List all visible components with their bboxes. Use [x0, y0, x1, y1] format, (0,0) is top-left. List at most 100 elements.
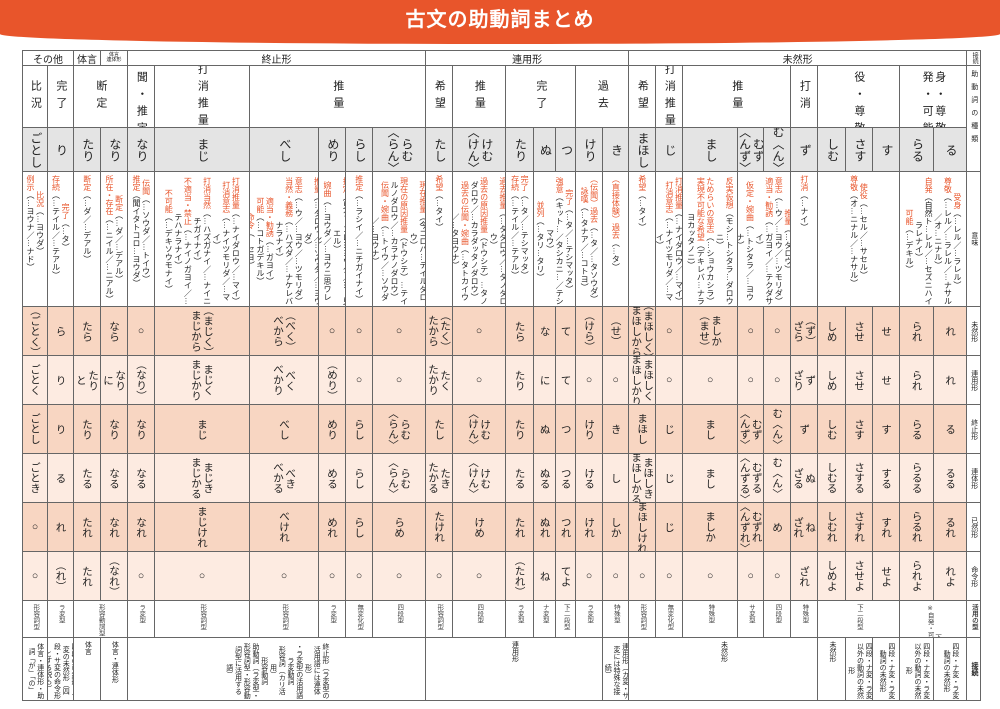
conjugation-type-cell-text: 特殊型 [706, 604, 714, 624]
conjugation-type-cell: 下二段型 [555, 600, 577, 638]
conjugation-cell: め [763, 502, 792, 552]
meaning-gloss: （ドウシテ）…タノダロウ／…カラダッタノダロウ） [470, 180, 489, 305]
conjugation-cell: ○ [655, 355, 684, 405]
conjugation-cell: ましか [682, 502, 739, 552]
conjugation-cell-text: なる [108, 467, 121, 489]
conjugation-cell: ざれ [790, 551, 819, 601]
meaning-term: 打消推量 [231, 176, 241, 209]
conjugation-cell-text: られ [910, 369, 923, 391]
conjugation-cell-text: しめ [825, 369, 838, 391]
conjugation-cell-text: ○ [609, 374, 622, 386]
auxiliary-name-text: ず [798, 143, 812, 156]
conjugation-cell: ぬ ざる [790, 453, 819, 503]
meaning-gloss: （…トイウ／…ソウダ／…ヨウナ） [373, 216, 390, 301]
meaning-term: 強意 [555, 176, 565, 193]
meaning-term: （直接体験）過去 [611, 175, 621, 239]
conjugation-cell: なら [100, 306, 128, 356]
meaning-term: 可能 [255, 196, 265, 213]
conjugation-cell: むず 〈んず〉 [737, 404, 765, 454]
conjugation-cell-text: じ [663, 472, 676, 484]
conjugation-cell-text: る [944, 423, 957, 435]
conjugation-cell: しか [602, 502, 630, 552]
conjugation-cell: むずる 〈んずる〉 [737, 453, 765, 503]
conjugation-cell: まじ [154, 404, 250, 454]
conjugation-cell: き [602, 404, 630, 454]
meaning-term: 推量 [783, 208, 791, 225]
meaning-gloss: （…コトガデキル） [255, 212, 265, 285]
conjugation-cell: ○ [345, 551, 373, 601]
conjugation-cell: れ [933, 306, 968, 356]
meaning-term: 伝聞・婉曲 [380, 180, 390, 221]
meaning-gloss: （…ナイツモリダ／…マイ） [212, 212, 231, 301]
conjugation-type-cell-text: 四段型 [475, 604, 483, 624]
auxiliary-name: なり [100, 127, 128, 172]
conjugation-cell-text: たら [513, 320, 526, 342]
conjugation-type-cell-text: 特殊型 [612, 604, 620, 624]
conjugation-cell-text: ましか （ませ） [698, 310, 723, 352]
conjugation-cell-text: ける [583, 467, 596, 489]
meaning-gloss: （…タ） [61, 219, 71, 251]
connection-cell: 終止形（ラ変型の活用語には連体形） ・ラ変型の活用語 ラ変動詞 形容詞（カリ活用… [126, 637, 427, 701]
conjugation-cell-text: ましか [704, 511, 717, 543]
meaning-term: 推定 [132, 175, 141, 191]
side-label-aux-type-text: 助動詞の種類 [970, 69, 978, 148]
meaning-cell: 断定（…ダ／…デアル） 所在・存在（…ニイル／…ニアル） [100, 171, 128, 307]
meaning-entry: 婉曲（…ヨウダ／…ヨウニ思ワレル） [320, 175, 333, 306]
conjugation-cell-text: たる [513, 467, 526, 489]
meaning-cell-text: 現在推量（今ゴロハ…テイルダロウ） 現在の原因推量（ドウシテ）…テイルノダロウ／…… [373, 175, 425, 306]
conjugation-cell: じ [655, 502, 684, 552]
meaning-entry: （伝聞）過去（…タ／…タソウダ） [589, 175, 599, 303]
connection-cell-text: 連用形 [511, 641, 519, 662]
meaning-term: 完了 [564, 188, 574, 205]
conjugation-cell: せ [872, 306, 901, 356]
connection-cell: 四段の已然形・サ変の未然形（四段・サ変の命令形とする説も） [47, 637, 74, 701]
meaning-cell: 推定（…ラシイ／…ニチガイナイ） [345, 171, 373, 307]
meaning-cell-text: 完了（…タ） 存続（…テイル／…テアル） [51, 175, 71, 279]
meaning-gloss: （…タトカイウ／…タヨウナ） [453, 212, 470, 301]
connection-cell: 体言・連体形・助詞「が」「の」 [22, 637, 48, 701]
conjugation-cell: べく べかり [249, 355, 319, 405]
conjugation-cell: させよ [845, 551, 874, 601]
conjugation-cell: ○ [22, 502, 48, 552]
conjugation-cell: なり [100, 404, 128, 454]
meaning-gloss: （…ハズダ／…ナケレバナラナイ） [275, 216, 294, 305]
meaning-term: 存続 [51, 175, 61, 191]
conjugation-type-cell: 四段型 [452, 600, 507, 638]
meaning-term: ためらいの意志 [705, 176, 715, 233]
auxiliary-name-text: さす [853, 137, 867, 162]
conjugation-type-cell: 形容詞型 [22, 600, 48, 638]
category-header: 比況 [22, 65, 48, 128]
conjugation-type-cell-text: 下二段型 ※自発・可能は命令形がない [926, 604, 940, 637]
conjugation-cell: に [533, 355, 557, 405]
conjugation-cell-text: む〈ん〉 [771, 457, 784, 499]
meaning-cell: 完了（…タ） 存続（…テイル／…テアル） [47, 171, 74, 307]
category-header: 伝聞・推定 [127, 65, 155, 128]
conjugation-type-cell: 形容詞型 [628, 600, 657, 638]
conj-row: ごとしりたり なり なり まじ べし めり らし らむ 〈らん〉 たし けむ 〈けん〉 たりぬつけり… [22, 404, 982, 454]
conjugation-cell: けむ 〈けん〉 [452, 404, 507, 454]
aux-row: ごとしりたり なり なり まじ べし めり らし らむ 〈らん〉 たし けむ 〈けん〉 たりぬつけり… [22, 127, 981, 172]
conjugation-cell: ○ [575, 551, 604, 601]
conjugation-cell-text: むずる 〈んずる〉 [738, 454, 763, 502]
conjugation-cell-text: なり [135, 418, 148, 440]
conjugation-cell-text: たき たかる [427, 462, 452, 494]
conjugation-cell: たり [505, 355, 535, 405]
conjugation-cell: める [318, 453, 346, 503]
conjugation-cell-text: ○ [636, 570, 649, 582]
conjugation-cell: ○ [763, 355, 792, 405]
category-header-text: 比況 [29, 79, 42, 114]
meaning-gloss: （…セル／…サセル） [859, 199, 869, 279]
conjugation-cell-text: ぬ ざる [792, 467, 817, 489]
conjugation-cell-text: しか [609, 516, 622, 538]
meaning-gloss: （…ダ／…デアル） [82, 191, 92, 263]
conjugation-cell-text: ○ [353, 374, 366, 386]
conjugation-cell-text: しむ [825, 418, 838, 440]
auxiliary-name: り [47, 127, 74, 172]
conjugation-cell-text: らし [353, 418, 366, 440]
category-header: 打消 [790, 65, 819, 128]
connection-group-header: 体言 [73, 50, 101, 66]
meaning-gloss: （デキレバ…ナラヨカッタノニ） [686, 212, 706, 305]
conjugation-cell: てよ [555, 551, 577, 601]
conjugation-cell: たり [505, 404, 535, 454]
meaning-gloss: （…ダロウ／…ソウダ／…ヨウダ） [303, 192, 318, 305]
